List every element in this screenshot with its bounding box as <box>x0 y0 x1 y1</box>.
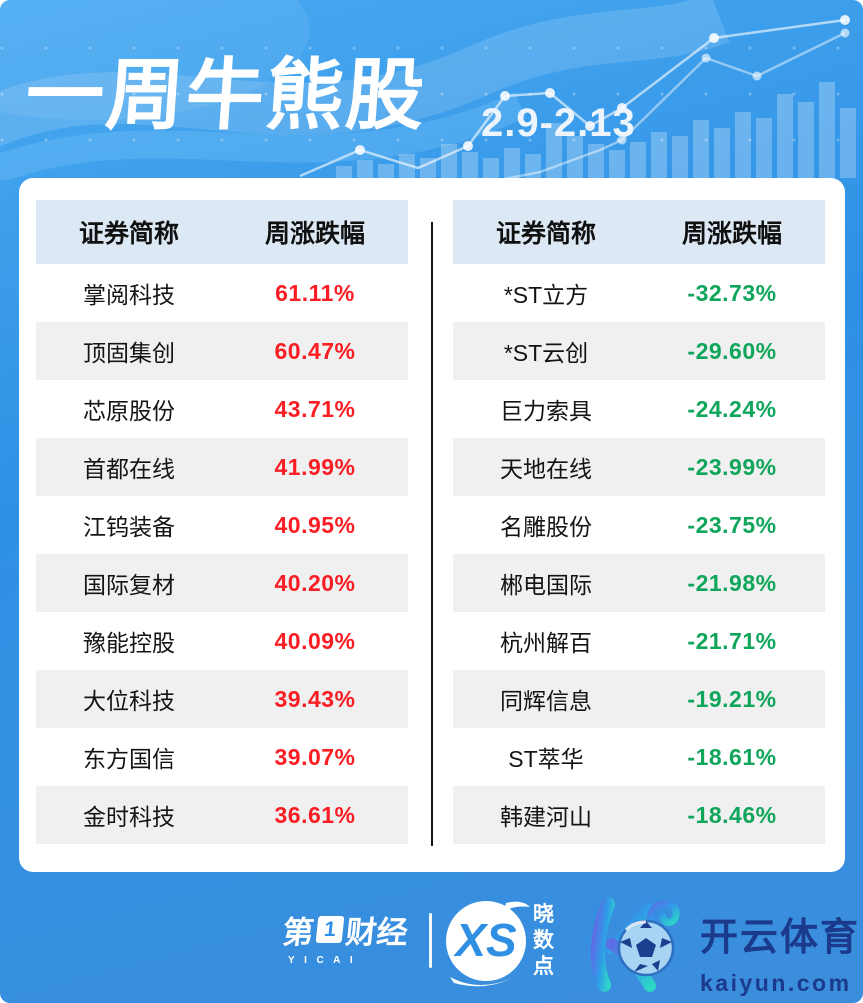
stock-change: 40.95% <box>274 511 356 538</box>
header-chart-decoration <box>0 0 863 180</box>
stock-name: 天地在线 <box>500 456 592 482</box>
stock-change: -29.60% <box>687 337 777 364</box>
yicai-latin-label: YICAI <box>288 955 363 966</box>
kaiyun-domain: kaiyun.com <box>700 970 852 996</box>
soccer-ball-icon <box>617 919 675 977</box>
gainers-table-body: 掌阅科技 61.11% 顶固集创 60.47% 芯原股份 43.71% 首都在线 41.99%… <box>36 264 408 844</box>
stock-change: 40.20% <box>274 569 356 596</box>
table-row: 国际复材 40.20% <box>36 554 408 612</box>
table-row: 巨力索具 -24.24% <box>453 380 825 438</box>
stock-change: -23.75% <box>687 511 777 538</box>
table-row: *ST立方 -32.73% <box>453 264 825 322</box>
table-row: 同辉信息 -19.21% <box>453 670 825 728</box>
stock-change: 40.09% <box>274 627 356 654</box>
date-range: 2.9-2.13 <box>481 101 636 145</box>
table-row: 韩建河山 -18.46% <box>453 786 825 844</box>
table-row: 掌阅科技 61.11% <box>36 264 408 322</box>
stock-change: 61.11% <box>275 279 355 306</box>
stock-name: 东方国信 <box>83 746 175 772</box>
stock-change: 39.43% <box>274 685 356 712</box>
stock-name: 首都在线 <box>83 456 175 482</box>
xiaoshudian-logo-icon: XS <box>446 901 530 987</box>
xsd-char: 晓 <box>533 903 554 926</box>
kaiyun-logo-text: 开云体育 kaiyun.com <box>700 906 860 997</box>
stock-name: 掌阅科技 <box>83 282 175 308</box>
stock-name: 豫能控股 <box>83 630 175 656</box>
stock-change: -24.24% <box>687 395 777 422</box>
stock-change: 60.47% <box>274 337 356 364</box>
stock-name: 顶固集创 <box>83 340 175 366</box>
column-header-change: 周涨跌幅 <box>681 220 782 248</box>
page-title: 一周牛熊股 <box>22 51 430 139</box>
gainers-table: 证券简称 周涨跌幅 掌阅科技 61.11% 顶固集创 60.47% 芯原股份 43.71%… <box>36 200 408 844</box>
table-row: 豫能控股 40.09% <box>36 612 408 670</box>
table-row: 江钨装备 40.95% <box>36 496 408 554</box>
stock-change: 43.71% <box>274 395 356 422</box>
table-row: ST萃华 -18.61% <box>453 728 825 786</box>
table-row: 名雕股份 -23.75% <box>453 496 825 554</box>
table-row: 顶固集创 60.47% <box>36 322 408 380</box>
table-row: 金时科技 36.61% <box>36 786 408 844</box>
footer-divider <box>429 913 432 968</box>
gainers-table-header: 证券简称 周涨跌幅 <box>36 200 408 264</box>
yicai-one-icon: 1 <box>315 916 345 943</box>
stock-name: 名雕股份 <box>500 514 592 540</box>
yicai-logo: 第 1 财经 YICAI <box>281 907 411 966</box>
stock-change: -21.71% <box>687 627 777 654</box>
stock-name: 金时科技 <box>83 804 175 830</box>
svg-text:XS: XS <box>452 914 517 966</box>
table-row: 郴电国际 -21.98% <box>453 554 825 612</box>
table-row: 芯原股份 43.71% <box>36 380 408 438</box>
stock-name: 大位科技 <box>83 688 175 714</box>
losers-table-body: *ST立方 -32.73% *ST云创 -29.60% 巨力索具 -24.24% 天地在线 -… <box>453 264 825 844</box>
column-header-name: 证券简称 <box>78 220 179 248</box>
stock-change: 36.61% <box>274 801 356 828</box>
stock-change: -23.99% <box>687 453 777 480</box>
stock-name: 芯原股份 <box>83 398 175 424</box>
data-card: 证券简称 周涨跌幅 掌阅科技 61.11% 顶固集创 60.47% 芯原股份 43.71%… <box>19 178 845 872</box>
tables-divider <box>431 222 433 846</box>
stock-change: 39.07% <box>274 743 356 770</box>
yicai-prefix: 第 <box>280 915 316 950</box>
stock-name: 同辉信息 <box>500 688 592 714</box>
losers-table: 证券简称 周涨跌幅 *ST立方 -32.73% *ST云创 -29.60% 巨力索具 -2… <box>453 200 825 844</box>
table-row: 首都在线 41.99% <box>36 438 408 496</box>
column-header-change: 周涨跌幅 <box>264 220 365 248</box>
table-row: 天地在线 -23.99% <box>453 438 825 496</box>
stock-name: 韩建河山 <box>500 804 592 830</box>
stock-name: 国际复材 <box>83 572 175 598</box>
table-row: 大位科技 39.43% <box>36 670 408 728</box>
kaiyun-name: 开云体育 <box>700 917 861 959</box>
table-row: 杭州解百 -21.71% <box>453 612 825 670</box>
stock-change: -18.61% <box>687 743 777 770</box>
xsd-char: 数 <box>533 929 554 952</box>
kaiyun-logo-mark <box>590 897 680 992</box>
xiaoshudian-label: 晓 数 点 <box>533 904 554 977</box>
stock-name: 杭州解百 <box>500 630 592 656</box>
column-header-name: 证券简称 <box>495 220 596 248</box>
stock-change: 41.99% <box>274 453 356 480</box>
stock-name: 江钨装备 <box>83 514 175 540</box>
table-row: *ST云创 -29.60% <box>453 322 825 380</box>
stock-name: 巨力索具 <box>500 398 592 424</box>
stock-name: 郴电国际 <box>500 572 592 598</box>
stock-name: ST萃华 <box>508 746 584 772</box>
stock-name: *ST立方 <box>503 282 589 308</box>
yicai-suffix: 财经 <box>343 915 410 950</box>
stock-name: *ST云创 <box>503 340 589 366</box>
stock-change: -19.21% <box>687 685 777 712</box>
stock-change: -32.73% <box>687 279 777 306</box>
stock-change: -18.46% <box>687 801 777 828</box>
stock-change: -21.98% <box>687 569 777 596</box>
yicai-wordmark: 第 1 财经 <box>281 907 411 952</box>
xsd-char: 点 <box>533 955 554 978</box>
losers-table-header: 证券简称 周涨跌幅 <box>453 200 825 264</box>
table-row: 东方国信 39.07% <box>36 728 408 786</box>
